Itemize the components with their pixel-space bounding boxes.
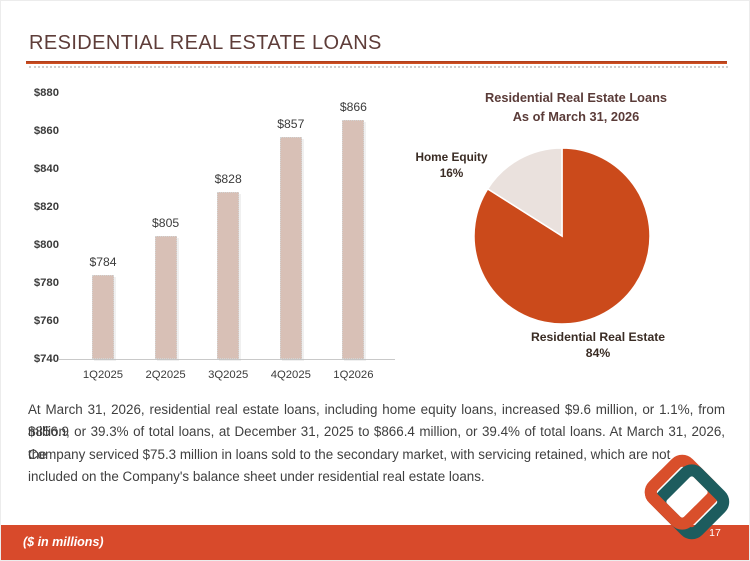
page-number: 17: [709, 527, 721, 539]
footnote-units: ($ in millions): [23, 535, 104, 549]
title-divider-shadow: [29, 66, 728, 68]
y-axis-tick-label: $780: [33, 277, 59, 289]
x-axis-category-label: 2Q2025: [145, 369, 186, 381]
x-axis-category-label: 3Q2025: [208, 369, 249, 381]
x-axis-category-label: 1Q2025: [82, 369, 124, 381]
bar-3Q2025: [217, 191, 240, 359]
bar-2Q2025: [154, 235, 177, 359]
pie-title-line1: Residential Real Estate Loans: [484, 90, 668, 105]
y-axis-tick-label: $740: [33, 353, 59, 365]
y-axis-tick-label: $760: [33, 315, 59, 327]
y-axis-tick-label: $800: [33, 239, 59, 251]
pie-label-home-equity-pct: 16%: [439, 166, 464, 180]
bar-data-label: $857: [277, 116, 305, 131]
pie-label-home-equity-text: Home Equity: [415, 150, 488, 164]
bar-chart: $880 $860 $840 $820 $800 $780 $760 $740 $784 1Q20…: [29, 86, 401, 388]
y-axis-tick-label: $840: [33, 163, 59, 175]
pie-title-line2: As of March 31, 2026: [512, 109, 640, 124]
y-axis-tick-label: $860: [33, 125, 59, 137]
bar-data-label: $828: [214, 171, 242, 186]
bar-data-label: $866: [339, 99, 367, 114]
footer-bar: ($ in millions) 17: [1, 525, 749, 560]
x-axis-category-label: 4Q2025: [270, 369, 311, 381]
page-title: RESIDENTIAL REAL ESTATE LOANS: [29, 32, 382, 54]
pie-label-home-equity: Home Equity 16%: [399, 149, 504, 181]
body-text-line: included on the Company's balance sheet …: [28, 468, 485, 484]
bar-data-label: $784: [89, 255, 117, 270]
body-text: At March 31, 2026, residential real esta…: [28, 399, 725, 488]
pie-slice-home-equity: [486, 147, 563, 238]
bar-1Q2026: [342, 119, 365, 359]
company-logo: [644, 454, 730, 540]
bar-1Q2025: [92, 275, 114, 359]
body-text-line: At March 31, 2026, residential real esta…: [28, 402, 725, 440]
pie-chart-title: Residential Real Estate Loans As of Marc…: [441, 88, 711, 126]
body-text-line: Company serviced $75.3 million in loans …: [28, 446, 671, 462]
title-divider: [26, 61, 727, 64]
pie-label-rre-pct: 84%: [585, 346, 611, 360]
y-axis-tick-label: $880: [33, 87, 59, 99]
y-axis-tick-label: $820: [33, 201, 59, 213]
bar-4Q2025: [279, 136, 302, 359]
pie-svg: [473, 147, 651, 325]
x-axis-line: [59, 359, 395, 360]
x-axis-category-label: 1Q2026: [333, 369, 374, 381]
pie-label-rre-text: Residential Real Estate: [530, 330, 666, 344]
body-text-line: million, or 39.3% of total loans, at Dec…: [28, 424, 725, 462]
pie-label-residential-real-estate: Residential Real Estate 84%: [488, 329, 708, 361]
bar-data-label: $805: [152, 215, 180, 230]
